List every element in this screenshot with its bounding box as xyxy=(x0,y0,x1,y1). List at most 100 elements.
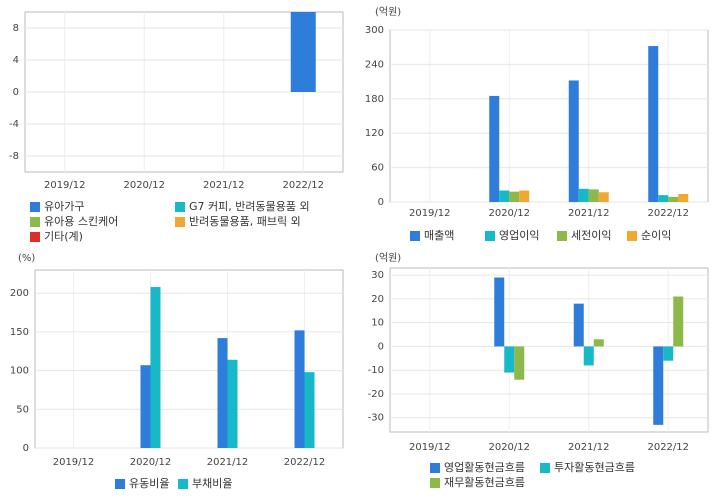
bar xyxy=(593,339,604,347)
bar xyxy=(598,192,609,202)
legend-label: 영업이익 xyxy=(499,229,539,242)
y-tick-label: 240 xyxy=(365,59,384,70)
y-tick-label: 150 xyxy=(10,327,29,338)
x-tick-label: 2022/12 xyxy=(282,180,324,191)
bar xyxy=(304,372,315,448)
x-tick-label: 2021/12 xyxy=(207,457,249,468)
legend-swatch xyxy=(175,217,185,227)
x-tick-label: 2019/12 xyxy=(44,180,86,191)
bar xyxy=(668,196,679,202)
legend-label: 기타(계) xyxy=(44,230,83,243)
bar xyxy=(673,296,684,347)
bars xyxy=(290,12,316,92)
bar xyxy=(290,12,316,92)
legend-label: 반려동물용품, 패브릭 외 xyxy=(189,215,301,228)
y-tick-label: -30 xyxy=(368,413,384,424)
y-tick-label: 20 xyxy=(371,294,384,305)
bar xyxy=(583,346,594,366)
bar xyxy=(514,346,525,380)
x-tick-label: 2022/12 xyxy=(284,457,326,468)
bar xyxy=(653,346,664,425)
y-tick-label: 180 xyxy=(365,94,384,105)
unit-label: (%) xyxy=(18,253,35,264)
y-tick-label: -20 xyxy=(368,389,384,400)
x-tick-label: 2021/12 xyxy=(203,180,245,191)
y-tick-label: 50 xyxy=(16,404,29,415)
y-tick-label: 0 xyxy=(23,443,29,454)
y-tick-label: -4 xyxy=(9,119,19,130)
bar xyxy=(648,46,659,202)
plot-area xyxy=(389,29,709,203)
bar xyxy=(663,346,674,361)
bar xyxy=(499,190,510,202)
legend-swatch xyxy=(430,478,440,488)
bar xyxy=(573,303,584,347)
bar xyxy=(294,330,305,448)
x-tick-label: 2020/12 xyxy=(130,457,172,468)
bar xyxy=(519,190,530,202)
legend-swatch xyxy=(30,202,40,212)
legend-label: 세전이익 xyxy=(571,229,611,242)
y-tick-label: 10 xyxy=(371,318,384,329)
legend-label: G7 커피, 반려동물용품 외 xyxy=(189,200,310,213)
bar xyxy=(217,338,228,448)
legend-swatch xyxy=(115,479,125,489)
bar xyxy=(489,95,500,202)
x-tick-label: 2022/12 xyxy=(647,442,689,453)
legend-swatch xyxy=(627,231,637,241)
y-tick-label: 120 xyxy=(365,128,384,139)
y-tick-label: 4 xyxy=(13,55,19,66)
x-tick-label: 2019/12 xyxy=(409,208,451,219)
bar xyxy=(588,189,599,202)
y-tick-label: 8 xyxy=(13,23,19,34)
legend-swatch xyxy=(485,231,495,241)
y-tick-label: 0 xyxy=(378,341,384,352)
legend-label: 재무활동현금흐름 xyxy=(444,475,525,489)
legend-label: 순이익 xyxy=(641,229,671,242)
unit-label: (억원) xyxy=(375,6,401,18)
legend-swatch xyxy=(178,479,188,489)
legend-swatch xyxy=(410,231,420,241)
bar xyxy=(578,188,589,202)
plot-area xyxy=(34,269,344,449)
bar xyxy=(504,346,515,373)
x-tick-label: 2020/12 xyxy=(488,442,530,453)
x-tick-label: 2019/12 xyxy=(409,442,451,453)
legend-swatch xyxy=(30,217,40,227)
legend-swatch xyxy=(30,232,40,242)
bar xyxy=(678,193,689,202)
y-tick-label: 0 xyxy=(13,87,19,98)
legend-label: 부채비율 xyxy=(192,477,232,490)
y-tick-label: 60 xyxy=(371,163,384,174)
legend-label: 영업활동현금흐름 xyxy=(444,460,525,474)
bar xyxy=(227,359,238,448)
bars xyxy=(489,46,689,202)
legend-label: 유아가구 xyxy=(44,200,84,213)
bar xyxy=(509,191,520,202)
x-tick-label: 2019/12 xyxy=(53,457,95,468)
y-tick-label: 300 xyxy=(365,25,384,36)
legend-swatch xyxy=(540,463,550,473)
unit-label: (억원) xyxy=(375,252,401,264)
y-tick-label: 100 xyxy=(10,366,29,377)
bar xyxy=(494,277,505,347)
x-tick-label: 2021/12 xyxy=(568,208,610,219)
bar xyxy=(140,365,151,448)
y-tick-label: -10 xyxy=(368,365,384,376)
legend-label: 매출액 xyxy=(424,229,454,242)
legend-swatch xyxy=(430,463,440,473)
legend-label: 유동비율 xyxy=(129,477,169,490)
x-tick-label: 2020/12 xyxy=(488,208,530,219)
legend-label: 투자활동현금흐름 xyxy=(554,460,635,474)
bars xyxy=(494,277,684,425)
x-tick-label: 2020/12 xyxy=(123,180,165,191)
y-tick-label: -8 xyxy=(9,151,19,162)
x-tick-label: 2022/12 xyxy=(647,208,689,219)
x-tick-label: 2021/12 xyxy=(568,442,610,453)
bar xyxy=(150,287,161,448)
bar xyxy=(658,195,669,202)
legend-label: 유아용 스킨케어 xyxy=(44,215,118,228)
bars xyxy=(140,287,315,448)
y-tick-label: 0 xyxy=(378,197,384,208)
